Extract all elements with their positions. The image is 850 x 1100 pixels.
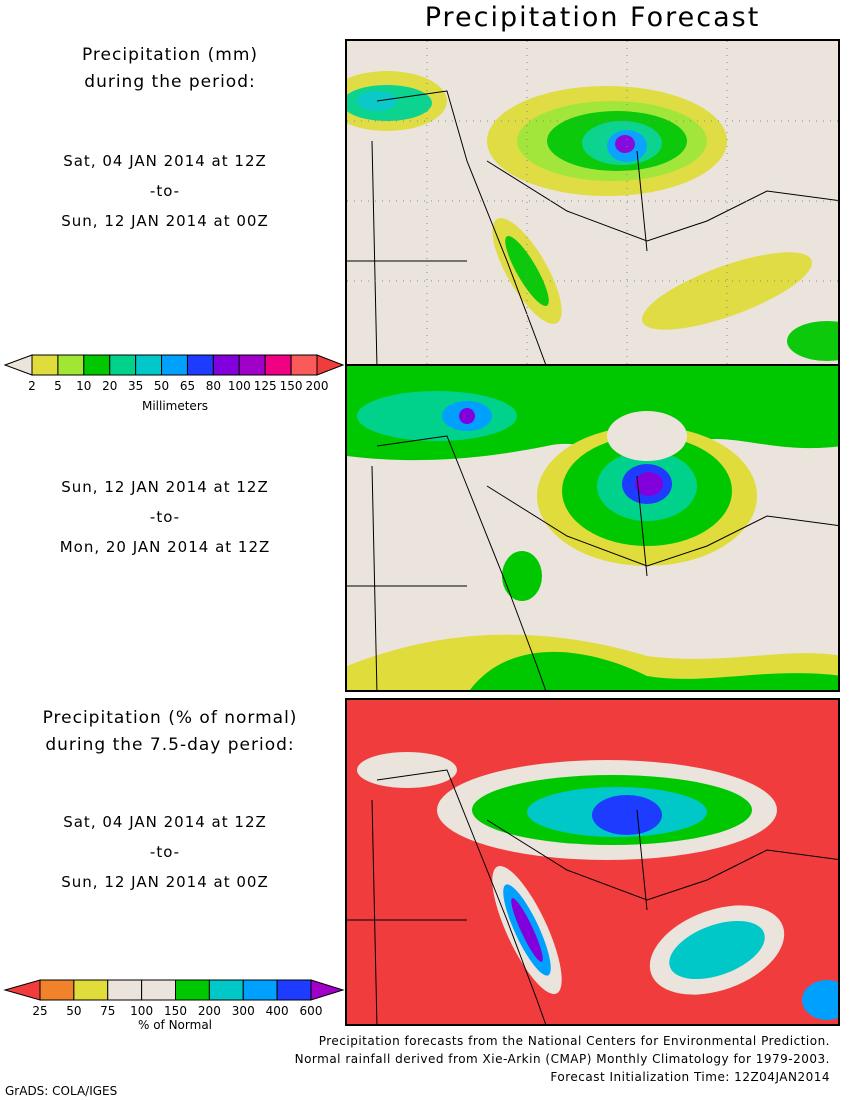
panel2-to: -to- [149, 508, 181, 526]
colorbar-low-triangle [3, 979, 41, 1001]
colorbar-segment [107, 979, 143, 1001]
panel3-label-line2: during the 7.5-day period: [45, 735, 295, 755]
colorbar-segment [161, 354, 188, 376]
colorbar-segment [208, 979, 244, 1001]
colorbar-tick-label: 150 [280, 379, 303, 393]
colorbar-tick-label: 35 [128, 379, 143, 393]
colorbar-pct-title: % of Normal [137, 1018, 212, 1032]
colorbar-segment [141, 979, 176, 1001]
colorbar-segment [238, 354, 266, 376]
colorbar-tick-label: 100 [130, 1004, 153, 1018]
map-panel-week2-mm [345, 364, 840, 692]
credit-line-1: Precipitation forecasts from the Nationa… [318, 1034, 830, 1048]
colorbar-tick-label: 5 [54, 379, 62, 393]
colorbar-segment [73, 979, 109, 1001]
colorbar-tick-label: 100 [228, 379, 251, 393]
precip-map-2 [347, 366, 838, 690]
colorbar-tick-label: 20 [102, 379, 117, 393]
panel1-start: Sat, 04 JAN 2014 at 12Z [63, 152, 267, 170]
credit-line-3: Forecast Initialization Time: 12Z04JAN20… [550, 1070, 830, 1084]
colorbar-tick-label: 65 [180, 379, 195, 393]
panel1-to: -to- [149, 182, 181, 200]
colorbar-tick-label: 2 [28, 379, 36, 393]
colorbar-tick-label: 200 [198, 1004, 221, 1018]
panel2-start: Sun, 12 JAN 2014 at 12Z [61, 478, 269, 496]
panel3-to: -to- [149, 843, 181, 861]
colorbar-tick-label: 80 [206, 379, 221, 393]
colorbar-segment [186, 354, 214, 376]
colorbar-mm: 2 5 10 20 35 50 65 80 100 125 150 200 [3, 354, 345, 393]
colorbar-segment [276, 979, 312, 1001]
colorbar-tick-label: 150 [164, 1004, 187, 1018]
colorbar-segment [175, 979, 210, 1001]
colorbar-segment [39, 979, 75, 1001]
colorbar-tick-label: 10 [76, 379, 91, 393]
colorbar-tick-label: 300 [232, 1004, 255, 1018]
colorbar-high-triangle [310, 979, 345, 1001]
grads-credit: GrADS: COLA/IGES [5, 1084, 118, 1098]
panel1-label-line1: Precipitation (mm) [81, 45, 259, 65]
panel2-end: Mon, 20 JAN 2014 at 12Z [59, 538, 271, 556]
panel1-end: Sun, 12 JAN 2014 at 00Z [61, 212, 269, 230]
precip-map-3 [347, 700, 838, 1024]
colorbar-segment [290, 354, 318, 376]
colorbar-mm-title: Millimeters [141, 399, 209, 413]
colorbar-high-triangle [316, 354, 345, 376]
panel1-label-line2: during the period: [84, 72, 256, 92]
colorbar-tick-label: 50 [66, 1004, 81, 1018]
panel3-label-line1: Precipitation (% of normal) [42, 708, 298, 728]
colorbar-segment [135, 354, 163, 376]
colorbar-tick-label: 25 [32, 1004, 47, 1018]
map-panel-week1-mm [345, 39, 840, 366]
colorbar-pct: 25 50 75 100 150 200 300 400 600 [3, 979, 345, 1018]
figure-title: Precipitation Forecast [424, 2, 761, 33]
colorbar-segment [109, 354, 137, 376]
credit-line-2: Normal rainfall derived from Xie-Arkin (… [294, 1052, 830, 1066]
panel3-end: Sun, 12 JAN 2014 at 00Z [61, 873, 269, 891]
colorbar-tick-label: 75 [100, 1004, 115, 1018]
precip-map-1 [347, 41, 838, 364]
colorbar-segment [264, 354, 292, 376]
colorbar-segment [57, 354, 85, 376]
colorbar-segment [242, 979, 278, 1001]
colorbar-segment [83, 354, 111, 376]
colorbar-tick-label: 50 [154, 379, 169, 393]
colorbar-tick-label: 125 [254, 379, 277, 393]
panel3-start: Sat, 04 JAN 2014 at 12Z [63, 813, 267, 831]
map-panel-pct-normal [345, 698, 840, 1026]
colorbar-tick-label: 400 [266, 1004, 289, 1018]
colorbar-tick-label: 600 [300, 1004, 323, 1018]
colorbar-tick-label: 200 [306, 379, 329, 393]
colorbar-low-triangle [3, 354, 33, 376]
colorbar-segment [31, 354, 59, 376]
colorbar-segment [212, 354, 240, 376]
